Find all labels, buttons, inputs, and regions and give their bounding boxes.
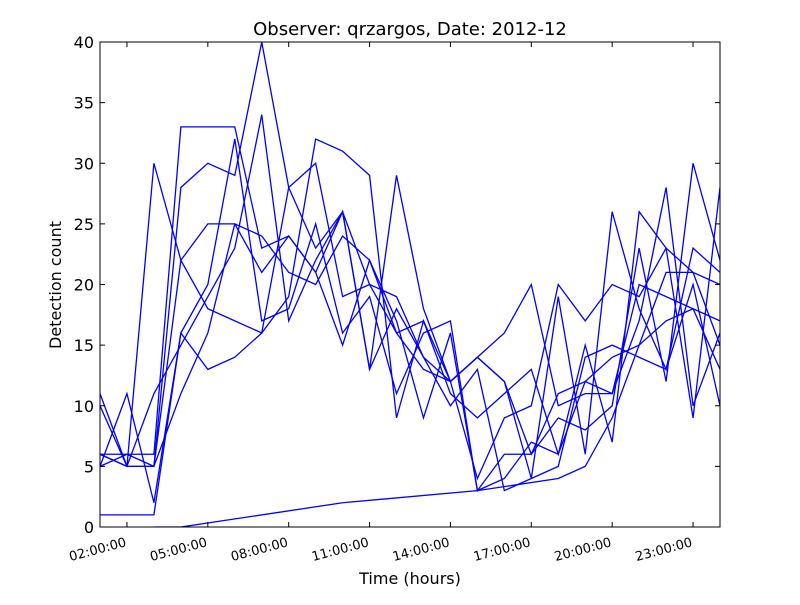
- y-tick-label: 20: [74, 276, 94, 295]
- series-line-4: [100, 209, 720, 481]
- series-line-1: [100, 163, 720, 467]
- series-line-5: [100, 138, 720, 516]
- y-tick-label: 10: [74, 397, 94, 416]
- y-tick-label: 25: [74, 215, 94, 234]
- series-line-7: [100, 138, 720, 503]
- series-layer: [100, 42, 720, 527]
- chart-title: Observer: qrzargos, Date: 2012-12: [253, 19, 567, 40]
- y-axis-label: Detection count: [46, 221, 65, 349]
- y-tick-label: 0: [84, 518, 94, 537]
- series-line-9: [153, 271, 720, 527]
- series-lines: [100, 42, 720, 527]
- y-tick-label: 5: [84, 457, 94, 476]
- y-tick-label: 15: [74, 336, 94, 355]
- x-axis-label: Time (hours): [358, 569, 461, 588]
- y-tick-label: 30: [74, 154, 94, 173]
- y-tick-label: 40: [74, 33, 94, 52]
- series-line-6: [100, 211, 720, 479]
- y-tick-label: 35: [74, 94, 94, 113]
- series-line-8: [100, 114, 720, 492]
